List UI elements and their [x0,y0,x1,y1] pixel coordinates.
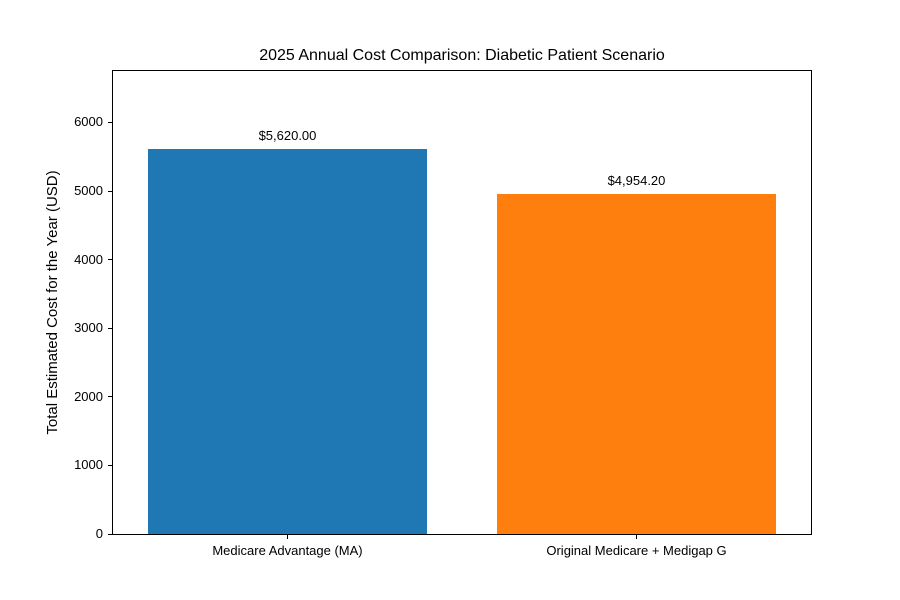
y-tick-mark [108,396,113,398]
y-tick-mark [108,464,113,466]
y-tick-mark [108,327,113,329]
x-tick-label: Medicare Advantage (MA) [212,543,363,558]
chart-title: 2025 Annual Cost Comparison: Diabetic Pa… [259,47,665,64]
bar-value-label: $5,620.00 [258,127,317,143]
bar-value-label: $4,954.20 [607,173,666,189]
y-tick-label: 5000 [74,183,103,199]
x-tick-mark [636,534,637,539]
x-tick-mark [287,534,288,539]
bar [147,148,428,534]
y-tick-label: 3000 [74,320,103,336]
y-tick-mark [108,121,113,123]
y-tick-label: 0 [95,526,103,541]
y-tick-label: 6000 [74,114,103,130]
bar [496,194,777,534]
y-tick-label: 2000 [74,388,103,404]
y-tick-label: 4000 [74,251,103,267]
y-tick-mark [108,259,113,261]
y-tick-mark [108,533,113,535]
y-tick-label: 1000 [74,457,103,473]
x-tick-label: Original Medicare + Medigap G [546,543,727,558]
y-tick-mark [108,190,113,192]
plot-area: $5,620.00 $4,954.20 [113,71,811,534]
